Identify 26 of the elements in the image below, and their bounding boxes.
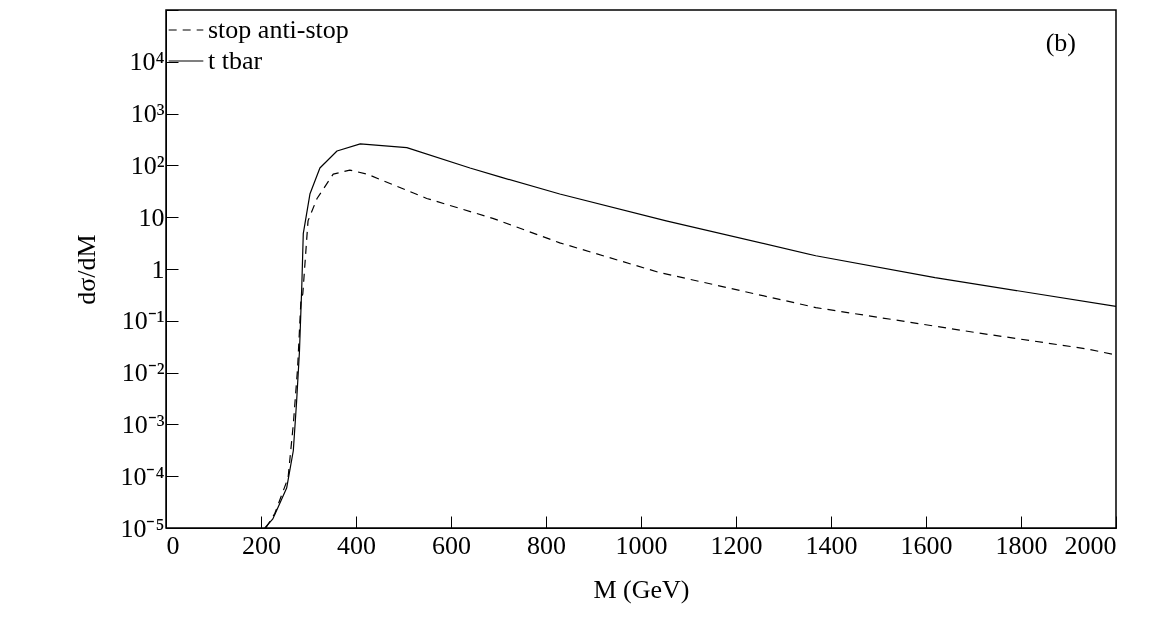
y-tick-label: 10³ <box>130 99 165 129</box>
x-tick-label: 400 <box>337 530 376 560</box>
x-tick-label: 1400 <box>805 530 858 560</box>
y-tick-label: 10² <box>130 150 165 180</box>
annotation: (b) <box>1045 28 1076 57</box>
x-tick-label: 0 <box>166 530 180 560</box>
x-tick-label: 200 <box>242 530 281 560</box>
y-tick-label: 10⁻⁵ <box>120 513 165 543</box>
x-tick-label: 2000 <box>1064 530 1117 560</box>
x-tick-label: 1000 <box>615 530 668 560</box>
x-tick-label: 600 <box>432 530 471 560</box>
legend-label: stop anti-stop <box>208 15 349 44</box>
legend-label: t tbar <box>208 46 263 75</box>
x-tick-label: 800 <box>527 530 566 560</box>
x-tick-label: 1800 <box>995 530 1048 560</box>
y-axis-title: dσ/dM <box>72 234 102 305</box>
y-tick-label: 10⁴ <box>129 47 165 77</box>
y-tick-label: 10⁻³ <box>121 409 165 439</box>
x-tick-label: 1600 <box>900 530 953 560</box>
y-tick-label: 10⁻⁴ <box>120 461 165 491</box>
x-tick-label: 1200 <box>710 530 763 560</box>
y-tick-label: 10⁻² <box>121 358 165 388</box>
x-axis-title: M (GeV) <box>593 574 690 604</box>
y-tick-label: 1 <box>151 254 165 284</box>
y-tick-label: 10 <box>138 202 165 232</box>
y-tick-label: 10⁻¹ <box>121 306 165 336</box>
